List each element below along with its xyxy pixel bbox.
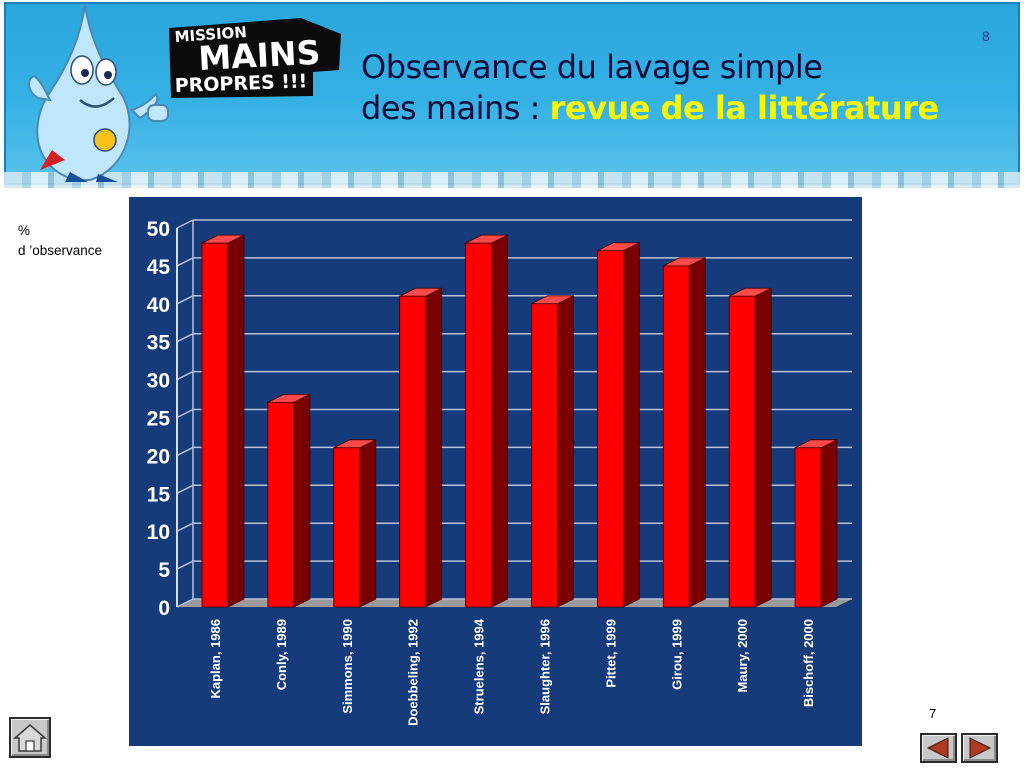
x-category-label: Struelens, 1994 <box>472 618 487 714</box>
bar-side <box>754 287 772 608</box>
bar-front <box>267 401 295 608</box>
right-arrow-icon <box>969 737 992 759</box>
previous-slide-button[interactable] <box>920 733 957 763</box>
x-category-label: Kaplan, 1986 <box>208 619 223 699</box>
logo-text-mains: MAINS <box>197 33 321 78</box>
bar-front <box>465 242 492 608</box>
chart-panel: 0 5 10 15 20 25 30 35 40 45 50 Kaplan, 1986 Conly, … <box>129 197 862 746</box>
bar <box>794 439 838 608</box>
bar-front <box>333 447 361 608</box>
gridline-side <box>176 598 194 608</box>
y-ticks-layer: 0 5 10 15 20 25 30 35 40 45 50 <box>147 218 171 620</box>
y-tick-label: 50 <box>147 218 170 241</box>
slide-number-bottom: 7 <box>929 706 937 721</box>
x-category-label: Pittet, 1999 <box>603 619 618 688</box>
y-tick-label: 0 <box>158 597 170 620</box>
y-tick-label: 5 <box>158 559 170 582</box>
bar-chart: 0 5 10 15 20 25 30 35 40 45 50 Kaplan, 1986 Conly, … <box>147 218 852 726</box>
gridline-side <box>176 408 194 419</box>
x-labels-layer: Kaplan, 1986 Conly, 1989 Simmons, 1990 Doeb… <box>208 618 816 726</box>
bar <box>662 257 706 608</box>
gridline-side <box>176 295 194 305</box>
gridline-side <box>176 370 194 381</box>
bar <box>596 242 640 608</box>
gridline-side <box>176 446 194 457</box>
title-line-2: des mains : revue de la littérature <box>361 88 1011 129</box>
bar-side <box>425 287 443 608</box>
bar-side <box>359 439 377 608</box>
bar-front <box>399 295 427 608</box>
y-axis-label: % d ’observance <box>18 221 102 261</box>
gridline-side <box>176 257 194 267</box>
bar-front <box>794 447 822 608</box>
x-category-label: Slaughter, 1996 <box>537 619 552 714</box>
y-tick-label: 20 <box>147 445 170 468</box>
bar-side <box>622 242 640 608</box>
y-tick-label: 35 <box>147 332 171 355</box>
header-water-strip <box>4 172 1020 188</box>
gridline-side <box>176 522 194 532</box>
gridline-side <box>176 484 194 494</box>
bar-front <box>728 295 756 608</box>
x-category-label: Doebbeling, 1992 <box>406 619 421 726</box>
y-tick-label: 10 <box>147 521 170 544</box>
bar-side <box>227 234 245 608</box>
bar-front <box>201 242 229 608</box>
bar-front <box>596 250 624 608</box>
y-tick-label: 45 <box>147 256 171 279</box>
y-tick-label: 15 <box>147 483 171 506</box>
left-arrow-icon <box>926 737 949 759</box>
bar <box>399 287 443 608</box>
x-category-label: Simmons, 1990 <box>340 619 355 714</box>
bar <box>333 439 377 608</box>
x-category-label: Conly, 1989 <box>274 619 289 690</box>
bar <box>465 234 508 608</box>
bar-front <box>531 303 558 608</box>
x-category-label: Maury, 2000 <box>735 619 750 692</box>
bar-side <box>293 393 311 608</box>
gridline-side <box>176 219 194 229</box>
logo-text-mission: MISSION <box>174 23 247 46</box>
mission-mains-propres-logo: MISSION MAINS PROPRES !!! <box>169 18 341 98</box>
title-line-1: Observance du lavage simple <box>361 48 823 86</box>
bar <box>201 234 245 608</box>
title-highlight: revue de la littérature <box>549 89 940 127</box>
x-category-label: Girou, 1999 <box>669 619 684 690</box>
bar-side <box>688 257 706 608</box>
bar-side <box>557 295 574 608</box>
y-tick-label: 25 <box>147 408 171 431</box>
gridline-side <box>176 333 194 343</box>
y-axis-label-line-1: % <box>18 223 31 238</box>
title-line-2-prefix: des mains : <box>361 89 550 127</box>
bar-side <box>820 439 838 608</box>
next-slide-button[interactable] <box>961 733 998 763</box>
y-axis-label-line-2: d ’observance <box>18 243 103 258</box>
y-tick-label: 30 <box>147 370 170 393</box>
bars-layer <box>201 234 838 608</box>
slide-title: Observance du lavage simple des mains : … <box>361 47 1011 129</box>
x-category-label: Bischoff, 2000 <box>801 619 816 707</box>
gridline-side <box>176 560 194 570</box>
home-button[interactable] <box>9 717 51 758</box>
y-tick-label: 40 <box>147 294 170 317</box>
header-banner: MISSION MAINS PROPRES !!! 8 Observance d… <box>0 0 1024 190</box>
bar <box>728 287 772 608</box>
logo-text-propres: PROPRES !!! <box>174 70 307 97</box>
bar <box>531 295 574 608</box>
water-drop-mascot-icon <box>28 4 169 182</box>
bar <box>267 393 311 608</box>
home-icon <box>12 724 48 752</box>
bar-front <box>662 265 690 608</box>
slide-number-top: 8 <box>982 28 990 44</box>
bar-side <box>491 234 508 608</box>
